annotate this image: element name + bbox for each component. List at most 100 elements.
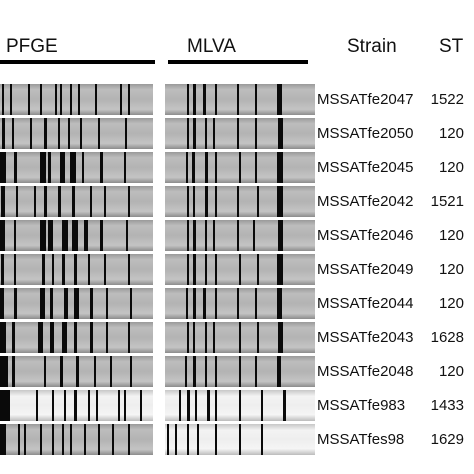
mlva-band	[237, 118, 239, 149]
pfge-band	[12, 118, 14, 149]
mlva-band	[239, 390, 241, 421]
mlva-lane	[165, 356, 315, 387]
pfge-band	[0, 220, 5, 251]
mlva-band	[205, 220, 207, 251]
pfge-band	[128, 186, 130, 217]
strain-label: MSSATfe2046	[317, 227, 414, 244]
mlva-band	[255, 118, 257, 149]
mlva-band	[192, 152, 195, 183]
pfge-band	[44, 356, 46, 387]
mlva-band	[237, 186, 239, 217]
mlva-band	[213, 220, 215, 251]
pfge-band	[70, 84, 72, 115]
st-label: 120	[438, 261, 464, 278]
mlva-band	[215, 390, 217, 421]
mlva-band	[187, 254, 189, 285]
mlva-band	[257, 322, 259, 353]
mlva-band	[261, 390, 263, 421]
pfge-lane	[0, 220, 153, 251]
mlva-gel-panel	[165, 84, 315, 459]
pfge-band	[96, 390, 98, 421]
pfge-band	[40, 424, 42, 455]
pfge-band	[118, 390, 120, 421]
mlva-band	[193, 118, 196, 149]
pfge-band	[124, 390, 126, 421]
mlva-band	[278, 220, 283, 251]
mlva-band	[205, 152, 208, 183]
mlva-lane	[165, 220, 315, 251]
pfge-lane	[0, 84, 153, 115]
pfge-band	[0, 288, 4, 319]
mlva-band	[278, 118, 283, 149]
mlva-band	[277, 186, 283, 217]
pfge-band	[128, 322, 130, 353]
mlva-band	[193, 288, 196, 319]
mlva-band	[239, 424, 241, 455]
pfge-band	[130, 288, 132, 319]
pfge-band	[40, 152, 46, 183]
pfge-band	[14, 254, 16, 285]
pfge-band	[74, 390, 77, 421]
mlva-band	[215, 424, 217, 455]
pfge-band	[74, 288, 79, 319]
pfge-band	[12, 356, 15, 387]
pfge-band	[70, 424, 72, 455]
pfge-band	[1, 254, 4, 285]
pfge-band	[62, 254, 65, 285]
mlva-band	[167, 424, 169, 455]
mlva-band	[257, 254, 259, 285]
st-label: 120	[438, 363, 464, 380]
mlva-band	[277, 356, 281, 387]
mlva-band	[239, 152, 241, 183]
pfge-lane	[0, 186, 153, 217]
pfge-band	[12, 322, 15, 353]
mlva-band	[215, 356, 217, 387]
strain-label: MSSATfe2048	[317, 363, 414, 380]
pfge-band	[52, 424, 54, 455]
pfge-band	[104, 254, 106, 285]
pfge-band	[58, 118, 60, 149]
mlva-band	[193, 186, 195, 217]
strain-label: MSSATfe2047	[317, 91, 414, 108]
pfge-band	[0, 152, 6, 183]
pfge-band	[110, 356, 112, 387]
pfge-band	[60, 356, 63, 387]
pfge-band	[74, 322, 77, 353]
pfge-band	[140, 390, 142, 421]
pfge-band	[100, 220, 103, 251]
pfge-band	[50, 322, 54, 353]
strain-label: MSSATfe2042	[317, 193, 414, 210]
mlva-band	[255, 288, 257, 319]
pfge-band	[90, 186, 92, 217]
mlva-lane	[165, 84, 315, 115]
mlva-band	[239, 254, 241, 285]
pfge-lane	[0, 322, 153, 353]
pfge-band	[70, 152, 76, 183]
mlva-band	[187, 322, 189, 353]
mlva-band	[277, 152, 283, 183]
mlva-band	[193, 84, 196, 115]
pfge-band	[64, 390, 66, 421]
pfge-band	[84, 424, 86, 455]
mlva-band	[255, 84, 257, 115]
pfge-band	[0, 390, 10, 421]
pfge-band	[126, 220, 128, 251]
mlva-band	[187, 186, 189, 217]
mlva-band	[186, 152, 188, 183]
pfge-band	[2, 118, 5, 149]
pfge-band	[50, 288, 53, 319]
pfge-band	[82, 152, 84, 183]
mlva-band	[175, 424, 177, 455]
mlva-band	[195, 390, 197, 421]
st-header: ST	[439, 36, 464, 57]
pfge-band	[68, 118, 70, 149]
pfge-band	[98, 424, 100, 455]
mlva-band	[203, 288, 206, 319]
pfge-band	[58, 186, 61, 217]
pfge-lane	[0, 254, 153, 285]
pfge-band	[10, 84, 12, 115]
pfge-band	[28, 84, 30, 115]
pfge-band	[90, 322, 93, 353]
strain-label: MSSATfe983	[317, 397, 406, 414]
pfge-band	[40, 220, 46, 251]
